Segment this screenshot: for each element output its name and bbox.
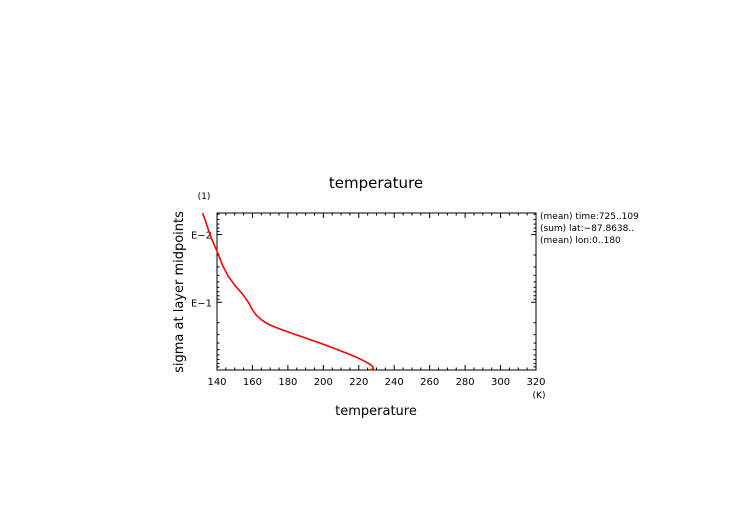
y-tick-label: E−1 [191,298,212,309]
x-tick-label: 200 [314,377,333,388]
annotation-lat: (sum) lat:−87.8638.. [540,224,634,234]
x-tick-label: 300 [491,377,510,388]
x-tick-label: 240 [385,377,404,388]
temperature-line [201,212,375,371]
y-axis-label: sigma at layer midpoints [172,211,187,373]
chart-title: temperature [329,174,423,192]
y-tick-label: E−2 [191,231,212,242]
x-axis-ticks: 140 160 180 200 220 240 260 280 300 320 [207,213,546,388]
x-tick-label: 140 [207,377,226,388]
x-tick-label: 160 [243,377,262,388]
x-tick-label: 260 [420,377,439,388]
x-axis-unit: (K) [533,391,546,401]
y-axis-ticks: E−2 E−1 [191,213,536,368]
x-tick-label: 220 [349,377,368,388]
x-tick-label: 180 [278,377,297,388]
x-tick-label: 320 [526,377,545,388]
plot-frame [216,212,537,371]
annotation-panel: (mean) time:725..109 (sum) lat:−87.8638.… [540,212,639,246]
x-tick-label: 280 [456,377,475,388]
annotation-time: (mean) time:725..109 [540,212,639,222]
y-axis-unit: (1) [198,192,211,202]
x-axis-label: temperature [335,404,417,419]
annotation-lon: (mean) lon:0..180 [540,236,621,246]
